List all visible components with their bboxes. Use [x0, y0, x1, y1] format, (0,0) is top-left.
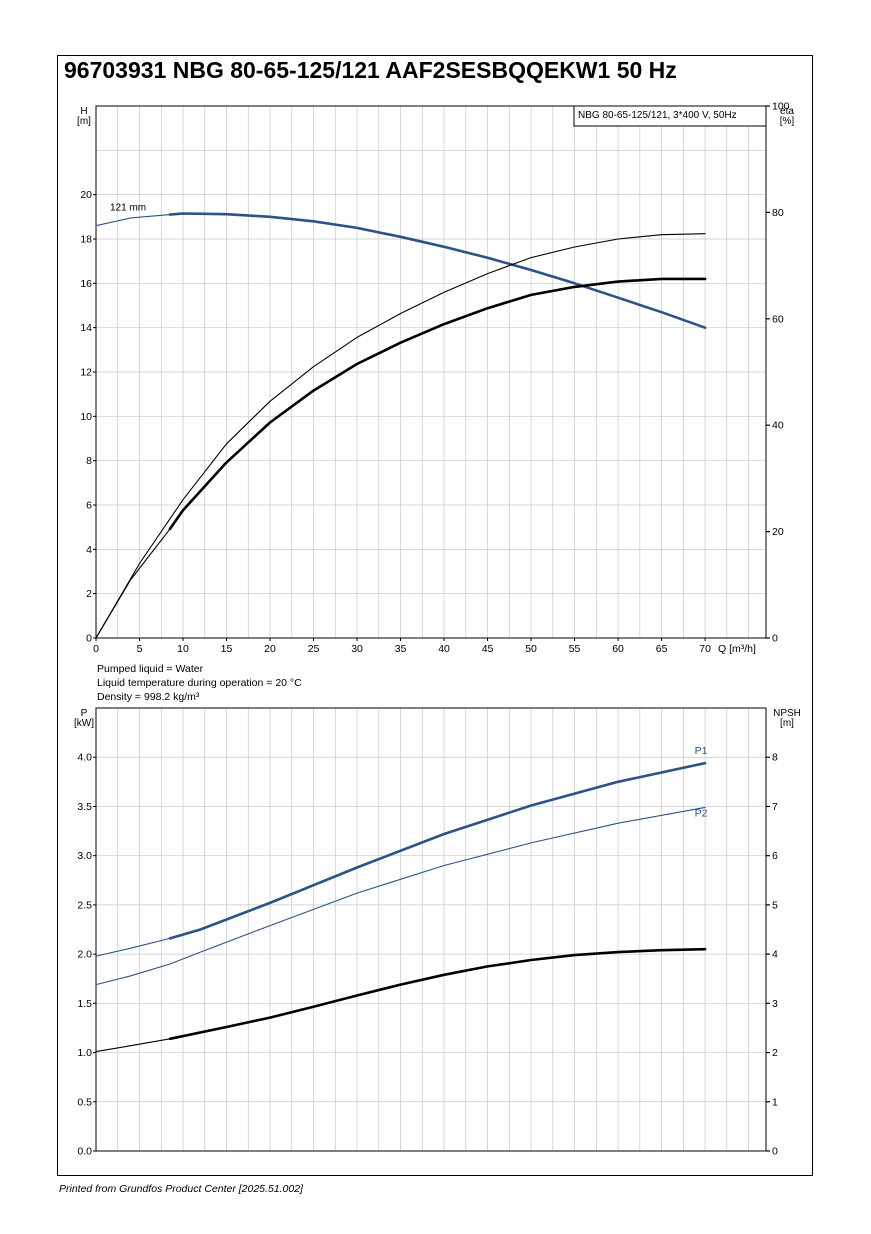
right-axis-unit: [%]: [780, 116, 795, 127]
series-line-bottom-2-thick: [168, 947, 707, 1041]
plot-area-bottom: [95, 707, 767, 1152]
series-label: P1: [695, 745, 708, 757]
right-axis-tick-label: 40: [772, 420, 784, 432]
footer-text: Printed from Grundfos Product Center [20…: [59, 1183, 303, 1195]
left-axis-title: H: [80, 106, 87, 117]
left-axis-tick-label: 2.0: [77, 949, 92, 961]
left-axis-title: P: [81, 708, 88, 719]
right-axis-tick-label: 0: [772, 1146, 778, 1158]
x-axis-tick-label: 60: [612, 643, 624, 655]
right-axis-tick-label: 0: [772, 633, 778, 645]
right-axis-unit: [m]: [780, 718, 794, 729]
left-axis-tick-label: 20: [80, 189, 92, 201]
right-axis-tick-label: 4: [772, 949, 778, 961]
left-axis-tick-label: 18: [80, 234, 92, 246]
series-line-bottom-0-thick: [168, 761, 707, 940]
series-label: 121 mm: [110, 203, 146, 214]
series-line-bottom-2-thin: [95, 1038, 171, 1053]
legend-box: [573, 105, 767, 127]
x-axis-tick-label: 40: [438, 643, 450, 655]
left-axis-tick-label: 1.5: [77, 998, 92, 1010]
left-axis-tick-label: 16: [80, 278, 92, 290]
left-axis-tick-label: 3.5: [77, 801, 92, 813]
series-line-bottom-1-thin: [95, 806, 706, 986]
note-pumped-liquid: Pumped liquid = Water: [97, 663, 204, 675]
x-axis-tick-label: 10: [177, 643, 189, 655]
series-line-top-0-thick: [168, 212, 707, 329]
left-axis-tick-label: 6: [86, 500, 92, 512]
left-axis-tick-label: 2.5: [77, 899, 92, 911]
left-axis-unit: [m]: [77, 116, 91, 127]
left-axis-unit: [kW]: [74, 718, 94, 729]
right-axis-tick-label: 7: [772, 801, 778, 813]
right-axis-tick-label: 20: [772, 526, 784, 538]
left-axis-tick-label: 10: [80, 411, 92, 423]
x-axis-tick-label: 15: [221, 643, 233, 655]
right-axis-tick-label: 80: [772, 207, 784, 219]
left-axis-tick-label: 12: [80, 367, 92, 379]
x-axis-tick-label: 5: [137, 643, 143, 655]
x-axis-tick-label: 50: [525, 643, 537, 655]
x-axis-tick-label: 55: [569, 643, 581, 655]
left-axis-tick-label: 4.0: [77, 752, 92, 764]
right-axis-tick-label: 8: [772, 752, 778, 764]
series-line-top-2-thin: [95, 528, 171, 639]
left-axis-tick-label: 1.0: [77, 1047, 92, 1059]
left-axis-tick-label: 2: [86, 588, 92, 600]
x-axis-tick-label: 25: [308, 643, 320, 655]
x-axis-tick-label: 30: [351, 643, 363, 655]
series-line-top-1-thin: [95, 233, 706, 639]
right-axis-tick-label: 5: [772, 899, 778, 911]
grid-top: [95, 105, 766, 639]
x-axis-tick-label: 70: [699, 643, 711, 655]
x-axis-tick-label: 20: [264, 643, 276, 655]
legend-box-text: NBG 80-65-125/121, 3*400 V, 50Hz: [578, 110, 737, 121]
series-line-top-2-thick: [168, 277, 707, 531]
series-line-top-0-thin: [95, 214, 171, 227]
left-axis-tick-label: 0.0: [77, 1146, 92, 1158]
left-axis-tick-label: 4: [86, 544, 92, 556]
note-liquid-temperature: Liquid temperature during operation = 20…: [97, 677, 302, 689]
x-axis-tick-label: 35: [395, 643, 407, 655]
page-title: 96703931 NBG 80-65-125/121 AAF2SESBQQEKW…: [64, 57, 677, 83]
right-axis-tick-label: 1: [772, 1096, 778, 1108]
right-axis-tick-label: 6: [772, 850, 778, 862]
series-line-bottom-0-thin: [95, 937, 171, 957]
left-axis-tick-label: 3.0: [77, 850, 92, 862]
series-label: P2: [695, 807, 708, 819]
right-axis-tick-label: 2: [772, 1047, 778, 1059]
right-axis-title: NPSH: [773, 708, 801, 719]
x-axis-tick-label: 65: [656, 643, 668, 655]
x-axis-tick-label: 0: [93, 643, 99, 655]
right-axis-tick-label: 60: [772, 313, 784, 325]
left-axis-tick-label: 14: [80, 322, 92, 334]
note-density: Density = 998.2 kg/m³: [97, 691, 200, 703]
left-axis-tick-label: 0: [86, 633, 92, 645]
left-axis-tick-label: 0.5: [77, 1096, 92, 1108]
x-axis-title: Q [m³/h]: [718, 643, 756, 655]
page-frame: [57, 55, 813, 1176]
right-axis-title: eta: [780, 106, 794, 117]
right-axis-tick-label: 3: [772, 998, 778, 1010]
left-axis-tick-label: 8: [86, 455, 92, 467]
right-axis-tick-label: 100: [772, 101, 790, 113]
x-axis-tick-label: 45: [482, 643, 494, 655]
